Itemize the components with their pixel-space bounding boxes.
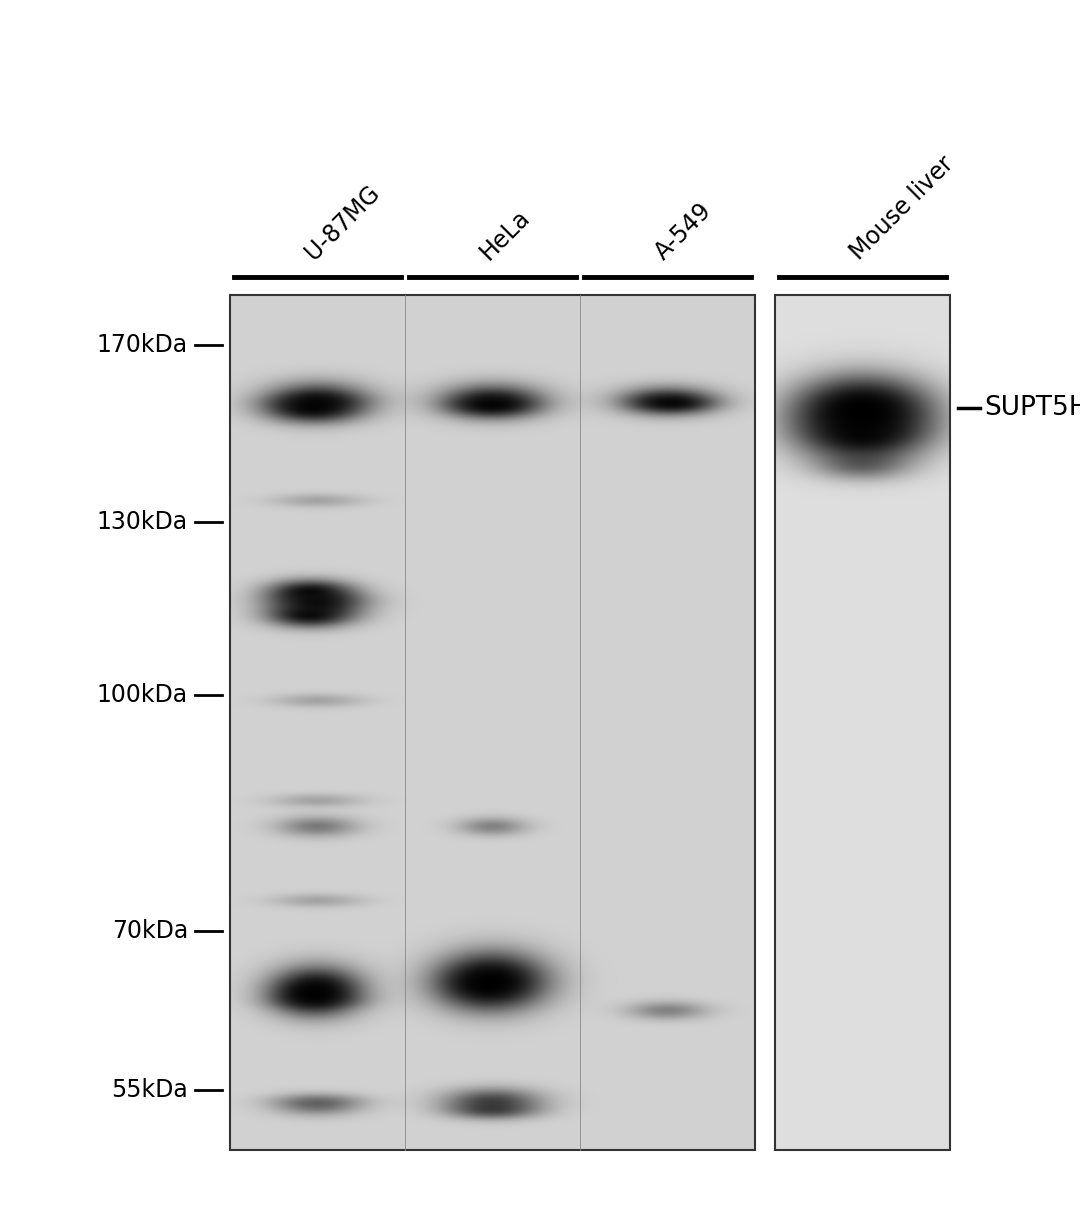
Text: 70kDa: 70kDa <box>111 919 188 943</box>
Text: SUPT5H: SUPT5H <box>984 395 1080 421</box>
Text: Mouse liver: Mouse liver <box>846 153 958 265</box>
Text: 170kDa: 170kDa <box>97 333 188 358</box>
Text: A-549: A-549 <box>650 199 716 265</box>
Text: 100kDa: 100kDa <box>97 684 188 708</box>
Text: HeLa: HeLa <box>475 206 535 265</box>
Text: U-87MG: U-87MG <box>300 181 384 265</box>
Text: 130kDa: 130kDa <box>97 510 188 534</box>
Text: 55kDa: 55kDa <box>111 1077 188 1102</box>
Bar <box>230 295 755 1150</box>
Bar <box>775 295 950 1150</box>
